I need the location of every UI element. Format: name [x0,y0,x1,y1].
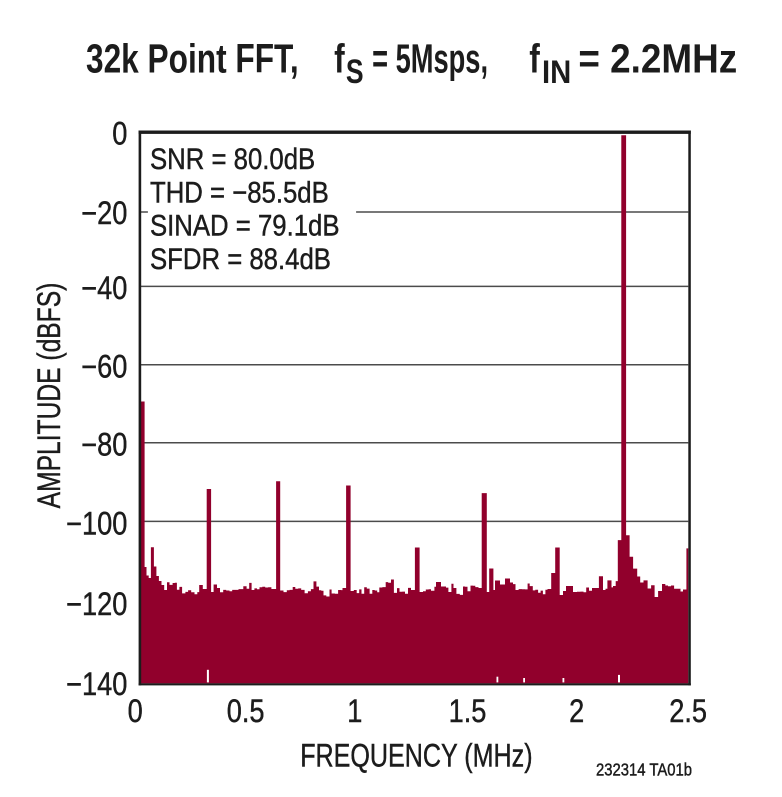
svg-text:32k Point FFT,: 32k Point FFT, [86,36,299,82]
svg-text:−60: −60 [81,349,127,385]
svg-text:−80: −80 [81,427,127,463]
svg-text:232314 TA01b: 232314 TA01b [596,760,692,780]
svg-text:AMPLITUDE (dBFS): AMPLITUDE (dBFS) [32,283,68,509]
svg-text:= 2.2MHz: = 2.2MHz [578,37,737,82]
svg-text:0: 0 [128,694,143,730]
svg-text:−140: −140 [66,667,127,703]
svg-text:SNR = 80.0dB: SNR = 80.0dB [150,142,315,175]
svg-text:= 5Msps,: = 5Msps, [372,36,488,82]
svg-text:SINAD = 79.1dB: SINAD = 79.1dB [150,209,340,242]
svg-text:−20: −20 [81,196,127,232]
svg-text:THD = −85.5dB: THD = −85.5dB [150,176,329,209]
svg-text:FREQUENCY (MHz): FREQUENCY (MHz) [300,738,532,774]
svg-text:0: 0 [112,116,127,152]
svg-text:SFDR = 88.4dB: SFDR = 88.4dB [150,242,331,275]
svg-text:2.5: 2.5 [669,694,707,730]
svg-text:2: 2 [569,694,584,730]
svg-text:f: f [529,36,540,82]
svg-text:1.5: 1.5 [449,694,487,730]
svg-text:IN: IN [542,54,571,91]
svg-text:0.5: 0.5 [227,694,265,730]
svg-text:f: f [334,36,345,82]
svg-text:1: 1 [347,694,362,730]
svg-text:S: S [346,53,364,91]
svg-text:−100: −100 [66,506,127,542]
svg-text:−40: −40 [81,271,127,307]
svg-text:−120: −120 [66,587,127,623]
